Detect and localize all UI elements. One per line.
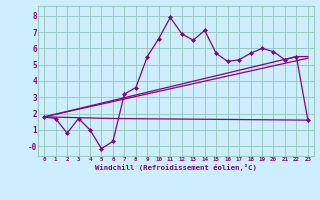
- X-axis label: Windchill (Refroidissement éolien,°C): Windchill (Refroidissement éolien,°C): [95, 164, 257, 171]
